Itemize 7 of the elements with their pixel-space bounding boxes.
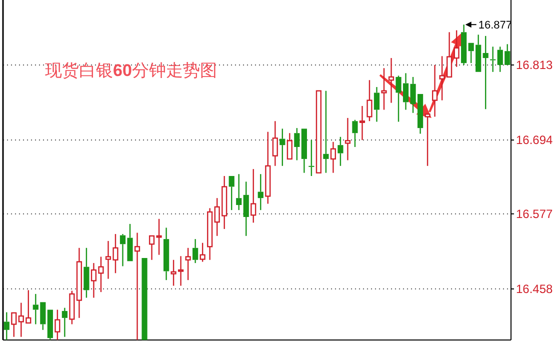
y-tick-label: 16.813	[516, 58, 554, 72]
annotation: 16.877	[478, 20, 512, 32]
title: 现货白银60分钟走势图	[45, 61, 217, 81]
y-tick-label: 16.458	[516, 282, 554, 296]
annotation: 16.877	[465, 20, 512, 32]
y-tick-label: 16.694	[516, 133, 554, 148]
y-tick-label: 16.577	[516, 206, 554, 221]
